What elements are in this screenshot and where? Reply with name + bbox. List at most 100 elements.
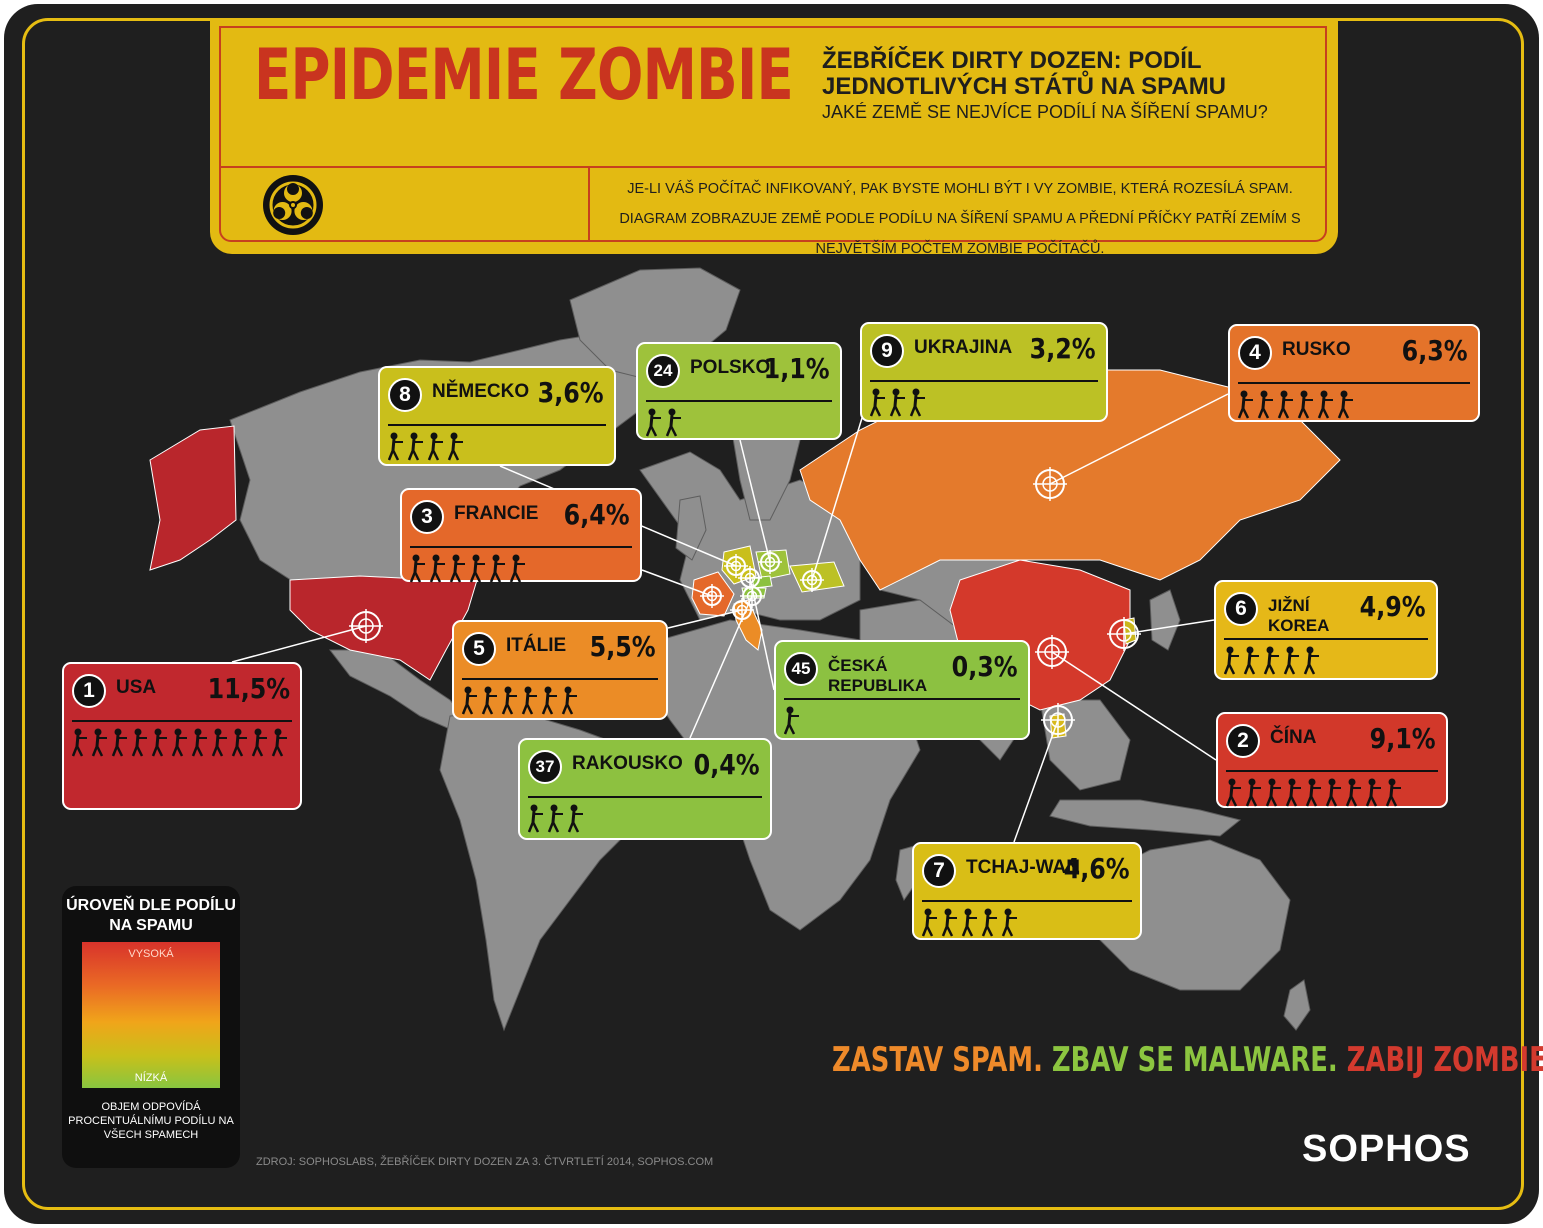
land-new-zealand xyxy=(1283,979,1311,1031)
page-question: JAKÉ ZEMĚ SE NEJVÍCE PODÍLÍ NA ŠÍŘENÍ SP… xyxy=(822,102,1268,122)
spam-share: 0,4% xyxy=(693,748,760,781)
zombie-icon xyxy=(171,728,187,757)
zombie-icon xyxy=(407,432,423,461)
spam-share: 3,6% xyxy=(537,376,604,409)
header-banner: EPIDEMIE ZOMBIE ŽEBŘÍČEK DIRTY DOZEN: PO… xyxy=(210,20,1338,257)
rank-badge: 9 xyxy=(870,334,904,368)
connector-line xyxy=(739,439,771,563)
spam-share: 9,1% xyxy=(1369,722,1436,755)
slogan-part-2: ZBAV SE MALWARE. xyxy=(1051,1040,1338,1080)
zombie-row xyxy=(462,684,658,716)
country-name: TCHAJ-WAN xyxy=(966,857,1080,878)
box-divider xyxy=(784,698,1020,700)
zombie-icon xyxy=(1303,646,1319,675)
country-box: 8 NĚMECKO 3,6% xyxy=(378,366,616,466)
land-japan xyxy=(1149,589,1181,651)
spam-share: 3,2% xyxy=(1029,332,1096,365)
zombie-icon xyxy=(547,804,563,833)
rank-badge: 45 xyxy=(784,652,818,686)
connector-line xyxy=(231,625,367,663)
zombie-icons xyxy=(922,908,1017,937)
zombie-icon xyxy=(1243,646,1259,675)
zombie-icon xyxy=(72,728,87,757)
zombie-icon xyxy=(111,728,127,757)
brand-logo: SOPHOS xyxy=(1302,1128,1471,1170)
country-name: ČESKÁ REPUBLIKA xyxy=(828,656,928,695)
zombie-icon xyxy=(462,686,477,715)
zombie-icon xyxy=(909,388,925,417)
rank-badge: 1 xyxy=(72,674,106,708)
zombie-icon xyxy=(922,908,937,937)
zombie-icon xyxy=(469,554,485,583)
zombie-icon xyxy=(429,554,445,583)
spam-share: 11,5% xyxy=(207,672,290,705)
zombie-icon xyxy=(1265,778,1281,807)
box-divider xyxy=(410,546,632,548)
land-se-asia xyxy=(1039,699,1131,791)
zombie-icon xyxy=(447,432,463,461)
box-divider xyxy=(528,796,762,798)
page-subtitle: ŽEBŘÍČEK DIRTY DOZEN: PODÍL JEDNOTLIVÝCH… xyxy=(822,47,1227,100)
zombie-icons xyxy=(462,686,577,715)
country-box: 7 TCHAJ-WAN 4,6% xyxy=(912,842,1142,940)
zombie-icon xyxy=(961,908,977,937)
zombie-row xyxy=(1224,644,1428,676)
zombie-icon xyxy=(509,554,525,583)
zombie-icon xyxy=(1226,778,1241,807)
country-box: 2 ČÍNA 9,1% xyxy=(1216,712,1448,808)
connector-line xyxy=(667,609,743,629)
spam-share: 5,5% xyxy=(589,630,656,663)
biohazard-icon xyxy=(263,175,323,235)
frame-border xyxy=(22,18,1524,1210)
rank-badge: 2 xyxy=(1226,724,1260,758)
target-marker xyxy=(758,550,782,574)
land-italy xyxy=(733,599,763,651)
country-box: 3 FRANCIE 6,4% xyxy=(400,488,642,584)
rank-badge: 5 xyxy=(462,632,496,666)
country-name: RUSKO xyxy=(1282,339,1351,360)
zombie-icon xyxy=(151,728,167,757)
legend: ÚROVEŇ DLE PODÍLU NA SPAMU VYSOKÁ NÍZKÁ … xyxy=(62,886,240,1168)
land-france xyxy=(691,571,735,617)
country-box: 5 ITÁLIE 5,5% xyxy=(452,620,668,720)
zombie-row xyxy=(1226,776,1438,808)
zombie-icons xyxy=(72,728,287,757)
country-name: JIŽNÍ KOREA xyxy=(1268,596,1330,635)
country-name: POLSKO xyxy=(690,357,771,378)
zombie-icons xyxy=(1238,390,1353,419)
spam-share: 1,1% xyxy=(763,352,830,385)
country-name: ITÁLIE xyxy=(506,635,567,656)
zombie-icon xyxy=(481,686,497,715)
zombie-icon xyxy=(1325,778,1341,807)
country-box: 4 RUSKO 6,3% xyxy=(1228,324,1480,422)
zombie-icon xyxy=(131,728,147,757)
rank-badge: 24 xyxy=(646,354,680,388)
country-name: RAKOUSKO xyxy=(572,753,683,774)
slogan: ZASTAV SPAM. ZBAV SE MALWARE. ZABIJ ZOMB… xyxy=(832,1040,1543,1080)
connector-line xyxy=(811,417,863,581)
country-box: 6 JIŽNÍ KOREA 4,9% xyxy=(1214,580,1438,680)
spam-share: 0,3% xyxy=(951,650,1018,683)
spam-share: 4,6% xyxy=(1063,852,1130,885)
zombie-row xyxy=(388,430,606,462)
box-divider xyxy=(646,400,832,402)
zombie-icon xyxy=(251,728,267,757)
zombie-icon xyxy=(521,686,537,715)
zombie-row xyxy=(410,552,632,584)
zombie-icon xyxy=(501,686,517,715)
zombie-icon xyxy=(388,432,403,461)
zombie-icon xyxy=(1345,778,1361,807)
rank-badge: 8 xyxy=(388,378,422,412)
zombie-icons xyxy=(528,804,583,833)
target-marker xyxy=(1107,617,1141,651)
country-name: FRANCIE xyxy=(454,503,539,524)
target-marker xyxy=(700,584,724,608)
target-marker xyxy=(738,566,762,590)
zombie-icon xyxy=(1365,778,1381,807)
country-box: 45 ČESKÁ REPUBLIKA 0,3% xyxy=(774,640,1030,740)
zombie-icon xyxy=(427,432,443,461)
zombie-icon xyxy=(1263,646,1279,675)
zombie-row xyxy=(784,704,1020,736)
zombie-icons xyxy=(1224,646,1319,675)
